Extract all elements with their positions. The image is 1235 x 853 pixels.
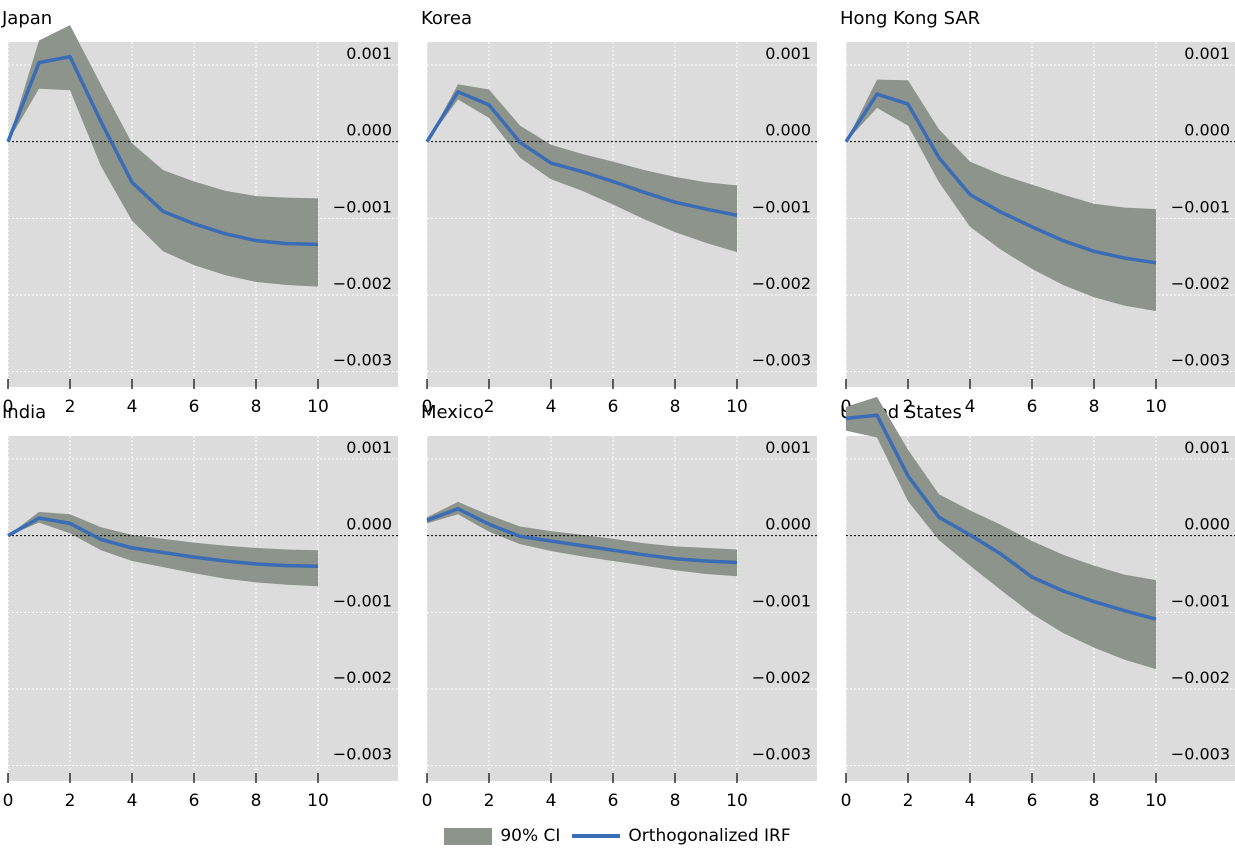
x-tick-label: 8 — [251, 397, 262, 417]
chart-panel-3: India 0.001 0.000 −0.001 −0.002 −0.003 0 2 4 6 8 10 — [2, 402, 398, 811]
irf-line — [426, 507, 738, 565]
x-tick-label: 4 — [546, 791, 557, 811]
legend-swatch-irf — [572, 834, 621, 838]
x-tick-label: 10 — [1145, 397, 1167, 417]
x-tick-label: 2 — [484, 397, 495, 417]
panel-title: India — [2, 402, 46, 423]
legend-item-ci: 90% CI — [444, 826, 560, 846]
x-tick-label: 0 — [422, 397, 433, 417]
x-tick-label: 0 — [422, 791, 433, 811]
x-tick-label: 8 — [1089, 791, 1100, 811]
y-tick-label: −0.002 — [752, 274, 811, 293]
y-tick-label: −0.002 — [333, 668, 392, 687]
legend: 90% CI Orthogonalized IRF — [0, 826, 1235, 846]
y-tick-label: 0.000 — [1184, 515, 1230, 534]
y-tick-label: −0.003 — [333, 745, 392, 764]
y-tick-label: 0.000 — [1184, 121, 1230, 140]
x-tick-label: 6 — [608, 397, 619, 417]
x-tick-label: 4 — [965, 397, 976, 417]
x-tick-label: 2 — [484, 791, 495, 811]
x-tick-label: 2 — [903, 791, 914, 811]
x-tick-label: 10 — [726, 397, 748, 417]
irf-line — [6, 54, 319, 247]
y-tick-label: −0.002 — [333, 274, 392, 293]
x-tick-label: 0 — [3, 791, 14, 811]
irf-line — [7, 516, 319, 569]
legend-item-irf: Orthogonalized IRF — [572, 826, 791, 846]
legend-swatch-ci — [444, 827, 493, 845]
x-tick-label: 0 — [841, 791, 852, 811]
x-tick-label: 4 — [965, 791, 976, 811]
x-tick-label: 6 — [1027, 397, 1038, 417]
y-tick-label: −0.001 — [1171, 591, 1230, 610]
x-tick-label: 6 — [608, 791, 619, 811]
panel-title: Mexico — [421, 402, 484, 423]
x-tick-label: 0 — [3, 397, 14, 417]
x-tick-label: 2 — [65, 791, 76, 811]
y-tick-label: −0.003 — [1171, 351, 1230, 370]
y-tick-label: −0.001 — [333, 197, 392, 216]
plot-background — [427, 436, 817, 781]
y-tick-label: −0.001 — [752, 197, 811, 216]
x-tick-label: 6 — [189, 791, 200, 811]
panel-title: Korea — [421, 8, 472, 29]
ci-band — [846, 396, 1156, 670]
irf-line — [425, 90, 738, 218]
y-tick-label: −0.003 — [1171, 745, 1230, 764]
chart-panel-4: Mexico 0.001 0.000 −0.001 −0.002 −0.003 0 2 4 6 8 1… — [421, 402, 817, 811]
irf-line — [845, 413, 1157, 621]
y-tick-label: −0.003 — [752, 351, 811, 370]
y-tick-label: 0.000 — [346, 515, 392, 534]
y-tick-label: 0.001 — [346, 438, 392, 457]
x-tick-label: 4 — [127, 791, 138, 811]
chart-panel-1: Korea 0.001 0.000 −0.001 −0.002 −0.003 0 2 4 6 8 10 — [421, 8, 817, 417]
y-tick-label: 0.000 — [346, 121, 392, 140]
x-tick-label: 8 — [670, 397, 681, 417]
y-tick-label: −0.001 — [333, 591, 392, 610]
x-tick-label: 4 — [127, 397, 138, 417]
panel-title: Hong Kong SAR — [840, 8, 980, 29]
x-tick-label: 6 — [189, 397, 200, 417]
x-tick-label: 8 — [251, 791, 262, 811]
y-tick-label: −0.003 — [333, 351, 392, 370]
irf-line — [844, 92, 1157, 265]
panel-title: Japan — [1, 8, 52, 29]
y-tick-label: −0.003 — [752, 745, 811, 764]
x-tick-label: 2 — [65, 397, 76, 417]
chart-panel-2: Hong Kong SAR 0.001 0.000 −0.001 −0.002 −0.00… — [840, 8, 1235, 417]
x-tick-label: 6 — [1027, 791, 1038, 811]
chart-panel-0: Japan 0.001 0.000 −0.001 −0.002 −0.003 0 2 4 6 8 10 — [1, 8, 398, 417]
x-tick-label: 10 — [726, 791, 748, 811]
x-tick-label: 10 — [307, 791, 329, 811]
y-tick-label: 0.001 — [346, 44, 392, 63]
y-tick-label: 0.000 — [765, 515, 811, 534]
legend-label-irf: Orthogonalized IRF — [628, 826, 791, 846]
x-tick-label: 10 — [1145, 791, 1167, 811]
x-tick-label: 8 — [670, 791, 681, 811]
y-tick-label: 0.001 — [765, 438, 811, 457]
y-tick-label: −0.001 — [1171, 197, 1230, 216]
x-tick-label: 4 — [546, 397, 557, 417]
y-tick-label: 0.001 — [1184, 44, 1230, 63]
y-tick-label: 0.001 — [1184, 438, 1230, 457]
chart-panel-5: United States0.0010.000−0.001−0.002−0.00… — [840, 396, 1235, 811]
plot-background — [8, 436, 398, 781]
x-tick-label: 2 — [903, 397, 914, 417]
y-tick-label: −0.001 — [752, 591, 811, 610]
y-tick-label: 0.001 — [765, 44, 811, 63]
y-tick-label: −0.002 — [752, 668, 811, 687]
ci-band — [846, 79, 1156, 312]
x-tick-label: 10 — [307, 397, 329, 417]
y-tick-label: −0.002 — [1171, 668, 1230, 687]
y-tick-label: 0.000 — [765, 121, 811, 140]
x-tick-label: 8 — [1089, 397, 1100, 417]
y-tick-label: −0.002 — [1171, 274, 1230, 293]
legend-label-ci: 90% CI — [500, 826, 561, 846]
